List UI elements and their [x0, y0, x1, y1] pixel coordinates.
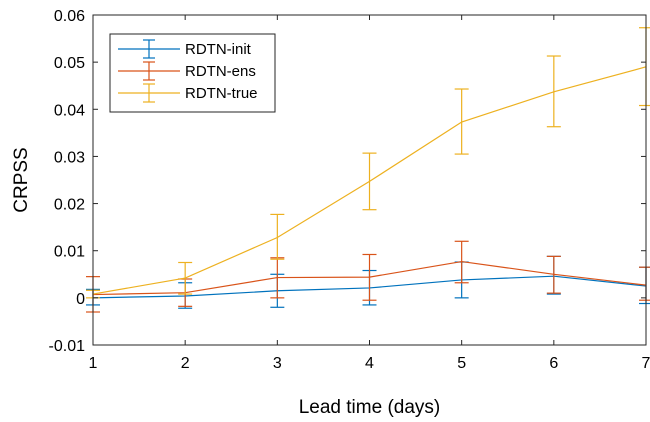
series-RDTN-ens	[86, 240, 650, 313]
legend-item: RDTN-ens	[118, 61, 256, 81]
x-tick-label: 3	[273, 355, 282, 372]
legend-label: RDTN-ens	[185, 63, 256, 80]
y-axis-label: CRPSS	[11, 147, 32, 212]
y-tick-label: 0.02	[54, 197, 85, 214]
error-bar	[639, 27, 650, 107]
y-tick-label: 0.06	[54, 8, 85, 25]
legend-item: RDTN-init	[118, 39, 252, 59]
error-bar	[454, 88, 469, 155]
error-bar	[362, 152, 377, 211]
x-axis-label: Lead time (days)	[299, 397, 441, 418]
error-bar	[178, 261, 193, 295]
y-tick-label: 0.03	[54, 149, 85, 166]
x-tick-label: 7	[642, 355, 650, 372]
legend-label: RDTN-init	[185, 41, 252, 58]
legend-label: RDTN-true	[185, 85, 258, 102]
y-tick-label: 0.01	[54, 244, 85, 261]
series-RDTN-true	[86, 27, 650, 299]
x-tick-label: 5	[457, 355, 466, 372]
axis-ticks: 1 2 3 4 5 6 7 -0.01 0 0.01 0.02 0.03 0.04 0.05 0.06	[49, 8, 650, 372]
x-tick-label: 6	[549, 355, 558, 372]
error-bar	[270, 213, 285, 260]
y-tick-label: -0.01	[49, 338, 86, 355]
x-tick-label: 1	[89, 355, 98, 372]
y-tick-label: 0.05	[54, 55, 85, 72]
y-tick-label: 0.04	[54, 102, 85, 119]
error-bar	[454, 240, 469, 284]
legend-box	[109, 33, 276, 113]
error-bar	[362, 253, 377, 301]
error-bar	[546, 255, 561, 294]
x-tick-label: 2	[181, 355, 190, 372]
legend: RDTN-init RDTN-ens RDTN-true	[109, 33, 276, 113]
legend-item: RDTN-true	[118, 83, 258, 103]
error-bar	[546, 55, 561, 128]
error-bar	[639, 266, 650, 301]
x-tick-label: 4	[365, 355, 374, 372]
y-tick-label: 0	[76, 291, 85, 308]
